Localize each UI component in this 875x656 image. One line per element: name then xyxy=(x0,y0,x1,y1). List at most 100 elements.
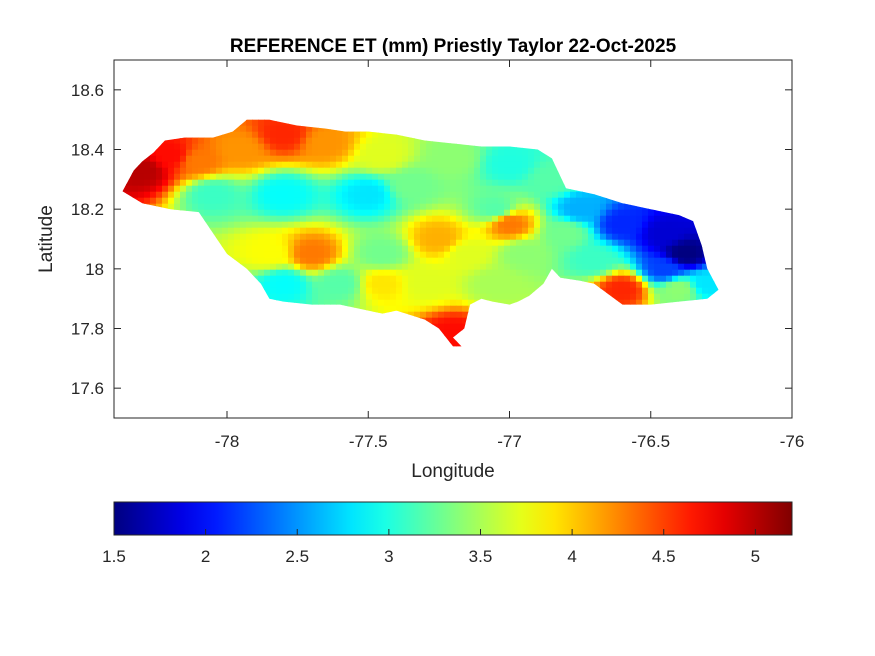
heatmap-cell xyxy=(270,209,277,217)
heatmap-cell xyxy=(624,269,631,277)
heatmap-cell xyxy=(480,245,487,253)
heatmap-cell xyxy=(408,269,415,277)
heatmap-cell xyxy=(576,245,583,253)
heatmap-cell xyxy=(480,293,487,301)
heatmap-cell xyxy=(504,251,511,259)
heatmap-cell xyxy=(300,221,307,229)
heatmap-cell xyxy=(510,293,517,301)
heatmap-cell xyxy=(252,155,259,163)
heatmap-cell xyxy=(450,317,457,325)
heatmap-cell xyxy=(528,227,535,235)
heatmap-cell xyxy=(282,197,289,205)
heatmap-cell xyxy=(192,185,199,193)
heatmap-cell xyxy=(360,281,367,289)
heatmap-cell xyxy=(624,257,631,265)
heatmap-cell xyxy=(174,179,181,187)
heatmap-cell xyxy=(426,263,433,271)
heatmap-cell xyxy=(264,275,271,283)
heatmap-cell xyxy=(450,269,457,277)
heatmap-cell xyxy=(342,299,349,307)
heatmap-cell xyxy=(156,179,163,187)
heatmap-cell xyxy=(498,281,505,289)
heatmap-cell xyxy=(228,149,235,157)
heatmap-cell xyxy=(438,269,445,277)
heatmap-cell xyxy=(504,191,511,199)
heatmap-cell xyxy=(150,191,157,199)
heatmap-cell xyxy=(282,131,289,139)
heatmap-cell xyxy=(408,197,415,205)
heatmap-cell xyxy=(450,203,457,211)
heatmap-cell xyxy=(456,281,463,289)
heatmap-cell xyxy=(426,311,433,319)
heatmap-cell xyxy=(450,293,457,301)
heatmap-cell xyxy=(492,263,499,271)
heatmap-cell xyxy=(342,143,349,151)
heatmap-cell xyxy=(372,203,379,211)
heatmap-cell xyxy=(444,317,451,325)
heatmap-cell xyxy=(396,245,403,253)
heatmap-cell xyxy=(288,173,295,181)
heatmap-cell xyxy=(288,269,295,277)
heatmap-cell xyxy=(366,131,373,139)
heatmap-cell xyxy=(492,257,499,265)
heatmap-cell xyxy=(654,263,661,271)
heatmap-cell xyxy=(336,137,343,145)
heatmap-cell xyxy=(366,233,373,241)
heatmap-cell xyxy=(264,167,271,175)
heatmap-cell xyxy=(618,209,625,217)
heatmap-cell xyxy=(216,179,223,187)
heatmap-cell xyxy=(468,221,475,229)
heatmap-cell xyxy=(240,143,247,151)
heatmap-cell xyxy=(444,257,451,265)
heatmap-cell xyxy=(162,155,169,163)
heatmap-cell xyxy=(372,167,379,175)
heatmap-cell xyxy=(270,203,277,211)
heatmap-cell xyxy=(438,155,445,163)
heatmap-cell xyxy=(516,275,523,283)
heatmap-cell xyxy=(486,179,493,187)
heatmap-cell xyxy=(468,233,475,241)
heatmap-cell xyxy=(216,227,223,235)
heatmap-cell xyxy=(420,173,427,181)
heatmap-cell xyxy=(528,161,535,169)
heatmap-cell xyxy=(240,215,247,223)
heatmap-cell xyxy=(414,185,421,193)
heatmap-cell xyxy=(336,179,343,187)
heatmap-cell xyxy=(324,299,331,307)
heatmap-cell xyxy=(312,251,319,259)
heatmap-cell xyxy=(588,245,595,253)
heatmap-cell xyxy=(396,149,403,157)
heatmap-cell xyxy=(660,293,667,301)
heatmap-cell xyxy=(432,227,439,235)
heatmap-cell xyxy=(180,197,187,205)
heatmap-cell xyxy=(420,209,427,217)
heatmap-cell xyxy=(534,221,541,229)
heatmap-cell xyxy=(468,281,475,289)
heatmap-cell xyxy=(510,215,517,223)
heatmap-cell xyxy=(336,257,343,265)
heatmap-cell xyxy=(540,185,547,193)
heatmap-cell xyxy=(324,167,331,175)
heatmap-cell xyxy=(258,125,265,133)
heatmap-cell xyxy=(426,161,433,169)
heatmap-cell xyxy=(360,299,367,307)
heatmap-cell xyxy=(294,227,301,235)
heatmap-cell xyxy=(480,275,487,283)
heatmap-cell xyxy=(624,215,631,223)
heatmap-cell xyxy=(576,269,583,277)
heatmap-cell xyxy=(378,155,385,163)
heatmap-cell xyxy=(474,257,481,265)
heatmap-cell xyxy=(372,257,379,265)
heatmap-cell xyxy=(528,275,535,283)
heatmap-cell xyxy=(432,263,439,271)
heatmap-cell xyxy=(660,287,667,295)
heatmap-cell xyxy=(396,287,403,295)
heatmap-cell xyxy=(588,191,595,199)
heatmap-cell xyxy=(234,179,241,187)
heatmap-cell xyxy=(264,197,271,205)
heatmap-cell xyxy=(540,197,547,205)
heatmap-cell xyxy=(522,209,529,217)
heatmap-cell xyxy=(594,281,601,289)
heatmap-cell xyxy=(228,131,235,139)
heatmap-cell xyxy=(690,269,697,277)
